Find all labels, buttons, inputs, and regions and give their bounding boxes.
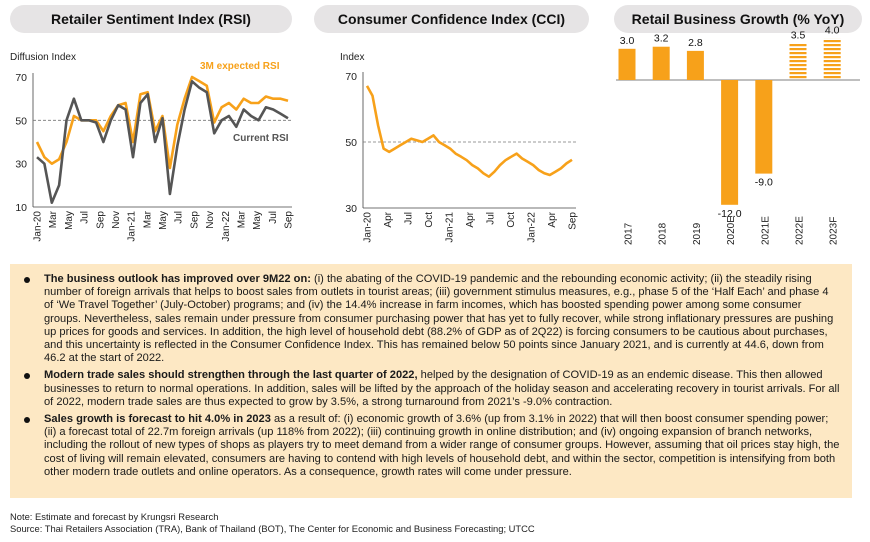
rsi-panel-title: Retailer Sentiment Index (RSI) xyxy=(10,5,292,33)
growth-bar xyxy=(789,43,807,80)
bullet-text: helped by the designation of COVID-19 as… xyxy=(44,369,840,408)
rsi-expected-annotation: 3M expected RSI xyxy=(200,61,280,72)
cci-y-tick-label: 30 xyxy=(345,203,357,215)
rsi-current-annotation: Current RSI xyxy=(233,133,289,144)
rsi-x-tick-label: Jul xyxy=(174,211,185,224)
rsi-series-line xyxy=(35,75,289,170)
growth-bar xyxy=(755,80,773,174)
rsi-y-tick-label: 10 xyxy=(15,202,27,214)
cci-x-tick-label: Apr xyxy=(465,211,476,227)
cci-x-tick-label: Sep xyxy=(568,212,579,230)
rsi-x-tick-label: Jan-22 xyxy=(221,211,232,242)
growth-bar xyxy=(721,80,739,205)
cci-x-tick-label: Jul xyxy=(404,212,415,225)
rsi-x-tick-label: Jan-20 xyxy=(33,211,44,242)
rsi-ylabel: Diffusion Index xyxy=(10,52,76,63)
cci-x-tick-label: Jul xyxy=(486,212,497,225)
rsi-x-tick-label: Nov xyxy=(205,211,216,229)
rsi-x-tick-label: Jul xyxy=(80,211,91,224)
rsi-series-line xyxy=(36,79,289,204)
bullet-modern-trade: Modern trade sales should strengthen thr… xyxy=(22,369,840,409)
cci-series-line xyxy=(365,85,573,178)
growth-value-label: 3.5 xyxy=(791,30,806,42)
bullet-lead: The business outlook has improved over 9… xyxy=(44,273,311,285)
cci-x-tick-label: Apr xyxy=(383,211,394,227)
rsi-x-tick-label: Sep xyxy=(189,211,200,229)
bullet-icon xyxy=(24,277,30,283)
cci-x-tick-label: Apr xyxy=(547,211,558,227)
bullet-lead: Modern trade sales should strengthen thr… xyxy=(44,369,418,382)
cci-y-tick-label: 50 xyxy=(345,137,357,149)
cci-x-tick-label: Oct xyxy=(506,212,517,228)
rsi-x-tick-label: Mar xyxy=(48,210,59,228)
growth-value-label: 4.0 xyxy=(825,24,840,36)
cci-chart: Index 30 50 70 Jan-20 Apr Jul Oct Jan-21 Apr Jul O… xyxy=(340,52,579,243)
growth-category-label: 2017 xyxy=(624,222,635,245)
note-text: Note: Estimate and forecast by Krungsri … xyxy=(10,511,219,522)
rsi-x-tick-label: Mar xyxy=(142,210,153,228)
source-text: Source: Thai Retailers Association (TRA)… xyxy=(10,523,535,534)
growth-bar xyxy=(618,48,636,80)
bullet-icon xyxy=(24,373,30,380)
growth-bar xyxy=(686,50,704,80)
growth-category-label: 2018 xyxy=(658,222,669,245)
rsi-x-tick-label: Sep xyxy=(95,211,106,229)
growth-panel-title: Retail Business Growth (% YoY) xyxy=(614,5,862,33)
bullet-text: as a result of: (i) economic growth of 3… xyxy=(44,413,840,478)
rsi-x-tick-label: Sep xyxy=(284,211,295,229)
growth-value-label: 3.2 xyxy=(654,33,669,45)
rsi-x-tick-label: Jan-21 xyxy=(127,211,138,242)
cci-y-tick-label: 70 xyxy=(345,71,357,83)
cci-x-tick-label: Oct xyxy=(424,212,435,228)
cci-x-tick-label: Jan-21 xyxy=(445,212,456,243)
rsi-x-tick-label: Jul xyxy=(268,211,279,224)
rsi-y-tick-label: 50 xyxy=(15,115,27,127)
growth-value-label: 2.8 xyxy=(688,37,703,49)
growth-category-label: 2019 xyxy=(692,222,703,245)
bullet-forecast: Sales growth is forecast to hit 4.0% in … xyxy=(22,413,840,479)
bullet-text: (i) the abating of the COVID-19 pandemic… xyxy=(44,273,834,365)
growth-value-label: 3.0 xyxy=(620,35,635,47)
growth-category-label: 2021E xyxy=(760,216,771,245)
cci-panel-title: Consumer Confidence Index (CCI) xyxy=(314,5,589,33)
cci-x-tick-label: Jan-22 xyxy=(527,212,538,243)
growth-category-label: 2022E xyxy=(795,216,806,245)
rsi-x-tick-label: May xyxy=(64,211,75,230)
growth-bar xyxy=(823,38,841,80)
growth-value-label: -12.0 xyxy=(718,208,742,220)
footnotes: Note: Estimate and forecast by Krungsri … xyxy=(10,511,535,535)
summary-panel: The business outlook has improved over 9… xyxy=(10,264,852,498)
cci-ylabel: Index xyxy=(340,52,364,63)
bullet-icon xyxy=(24,417,30,424)
rsi-x-tick-label: Nov xyxy=(111,211,122,229)
bullet-lead: Sales growth is forecast to hit 4.0% in … xyxy=(44,413,271,426)
growth-category-label: 2023F xyxy=(829,217,840,245)
rsi-chart: Diffusion Index 3M expected RSI Current … xyxy=(10,52,295,242)
growth-value-label: -9.0 xyxy=(755,177,773,189)
cci-x-tick-label: Jan-20 xyxy=(363,212,374,243)
growth-bar xyxy=(652,46,670,80)
rsi-x-tick-label: May xyxy=(158,211,169,230)
rsi-x-tick-label: May xyxy=(252,211,263,230)
rsi-x-tick-label: Mar xyxy=(236,210,247,228)
rsi-y-tick-label: 30 xyxy=(15,159,27,171)
bullet-outlook: The business outlook has improved over 9… xyxy=(22,273,840,365)
growth-category-label: 2020E xyxy=(726,216,737,245)
rsi-y-tick-label: 70 xyxy=(15,72,27,84)
